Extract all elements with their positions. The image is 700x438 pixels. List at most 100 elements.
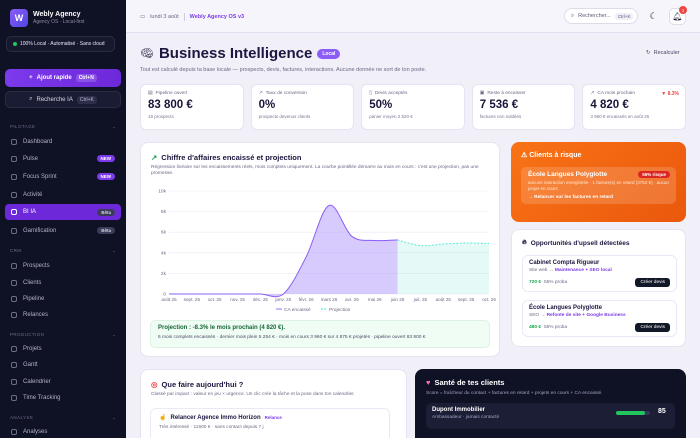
page-header: 🧠︎ Business Intelligence Local Tout est … [140, 45, 426, 73]
kpi-subtext: panier moyen 2 520 € [369, 114, 413, 119]
x-tick-label: avr. 26 [345, 297, 359, 302]
upsell-suggestion: SEO → Refonte de site + Google Business [529, 313, 670, 318]
current-service: SEO → [529, 313, 547, 318]
calendar-icon [11, 378, 17, 385]
x-tick-label: févr. 26 [299, 297, 315, 302]
legend-label: CA encaissé [284, 307, 311, 313]
x-tick-label: déc. 25 [253, 297, 269, 302]
sidebar-item-projets[interactable]: Projets [5, 341, 121, 356]
sidebar-item-calendrier[interactable]: Calendrier [5, 374, 121, 389]
sidebar-item-prospects[interactable]: Prospects [5, 258, 121, 273]
topbar-breadcrumb: ▭ lundi 3 août Webly Agency OS v3 [140, 13, 244, 21]
sidebar-item-label: Pipeline [23, 295, 45, 302]
folder-icon [11, 345, 17, 352]
section-production[interactable]: PRODUCTION ⌄ [10, 332, 116, 338]
sidebar-item-label: Pulse [23, 155, 39, 162]
sidebar-item-label: Gamification [23, 227, 57, 234]
health-client-name: Dupont Immobilier [432, 407, 485, 413]
target-icon [11, 173, 17, 180]
x-tick-label: nov. 25 [230, 297, 245, 302]
x-tick-label: juin 26 [390, 297, 405, 302]
new-badge: NEW [96, 173, 115, 180]
gantt-icon [11, 361, 17, 368]
sidebar-item-clients[interactable]: Clients [5, 275, 121, 290]
kpi-card-next-month: ↗ CA mois prochain ▼ 8.3% 4 820 € 3 960 €… [582, 84, 686, 130]
health-score-fill [616, 411, 645, 415]
ai-search-button[interactable]: ⌕ Recherche IA Ctrl+K [5, 91, 121, 108]
sidebar-item-relances[interactable]: Relances [5, 307, 121, 322]
suggested-service: Maintenance + SEO local [554, 268, 612, 273]
y-tick-label: 4k [161, 250, 167, 256]
analytics-icon [11, 428, 17, 435]
theme-toggle-button[interactable]: ☾ [645, 8, 662, 25]
kpi-card-receivable: ▣ Reste à encaisser 7 536 € factures non … [471, 84, 576, 130]
create-quote-button[interactable]: Créer devis [635, 278, 670, 287]
risk-action-link[interactable]: → Relancer sur les factures en retard [528, 195, 614, 201]
sidebar-item-focus-sprint[interactable]: Focus Sprint NEW [5, 169, 121, 184]
sidebar-item-label: Relances [23, 311, 49, 318]
clock-icon [11, 394, 17, 401]
sidebar-item-dashboard[interactable]: Dashboard [5, 134, 121, 149]
risk-client-item[interactable]: École Langues Polyglotte 55% risque aucu… [521, 167, 676, 205]
x-tick-label: mars 26 [321, 297, 338, 302]
kpi-label: Devis acceptés [374, 91, 408, 96]
create-quote-button[interactable]: Créer devis [635, 323, 670, 332]
kpi-delta: ▼ 8.3% [661, 91, 679, 97]
grid-icon [11, 138, 17, 145]
quick-add-shortcut: Ctrl+N [75, 74, 97, 82]
recalculate-button[interactable]: ↻ Recalculer [646, 50, 680, 56]
section-crm[interactable]: CRM ⌄ [10, 248, 116, 254]
sidebar-item-time-tracking[interactable]: Time Tracking [5, 390, 121, 405]
upsell-title: Opportunités d'upsell détectées [530, 239, 630, 247]
todo-item-tag: Relance [264, 415, 282, 420]
chevron-down-icon: ⌄ [111, 415, 116, 420]
y-tick-label: 8k [161, 209, 167, 215]
sidebar-item-label: BI IA [23, 209, 37, 215]
todo-item-name: Relancer Agence Immo Horizon [170, 414, 261, 421]
todo-item[interactable]: ☝ Relancer Agence Immo Horizon Relance Trè… [150, 408, 390, 438]
series-line-1 [397, 239, 490, 247]
page-description: Tout est calculé depuis ta base locale —… [140, 67, 427, 73]
topbar: ▭ lundi 3 août Webly Agency OS v3 ⌕ Rech… [126, 0, 700, 33]
section-pilotage[interactable]: PILOTAGE ⌄ [10, 124, 116, 130]
fire-icon: 🔥︎ [522, 239, 527, 246]
sidebar-item-activite[interactable]: Activité [5, 187, 121, 202]
heart-icon: ♥ [426, 378, 431, 387]
search-input[interactable]: ⌕ Rechercher... Ctrl+K [564, 8, 638, 24]
notifications-button[interactable]: 🔔︎ 1 [669, 6, 687, 25]
sidebar-item-label: Analyses [23, 428, 48, 435]
brand[interactable]: W Webly Agency Agency OS · Local-first [10, 9, 84, 27]
sidebar-item-analyses[interactable]: Analyses [5, 424, 121, 438]
upsell-item: École Langues Polyglotte SEO → Refonte d… [522, 300, 677, 337]
sidebar-item-pipeline[interactable]: Pipeline [5, 291, 121, 306]
new-badge: NEW [96, 155, 115, 162]
users-icon [11, 279, 17, 286]
trend-up-icon: ↗ [151, 153, 158, 162]
todo-title: Que faire aujourd'hui ? [161, 380, 244, 389]
quick-add-button[interactable]: + Ajout rapide Ctrl+N [5, 69, 121, 87]
x-tick-label: mai 26 [368, 297, 382, 302]
section-analyse[interactable]: ANALYSE ⌄ [10, 415, 116, 421]
kpi-label: Pipeline ouvert [155, 91, 188, 96]
risk-client-name: École Langues Polyglotte [528, 171, 608, 178]
upsell-suggestion: Site web → Maintenance + SEO local [529, 268, 670, 273]
search-shortcut: Ctrl+K [614, 12, 634, 20]
sidebar-item-gamification[interactable]: Gamification Bêta [5, 223, 121, 238]
upsell-client-name: École Langues Polyglotte [529, 305, 603, 311]
health-title: Santé de tes clients [434, 378, 505, 387]
kpi-value: 4 820 € [590, 99, 629, 111]
activity-icon [11, 191, 17, 198]
kpi-card-conversion: ↗ Taux de conversion 0% prospects devenus… [250, 84, 355, 130]
kpi-label: CA mois prochain [597, 91, 635, 96]
hand-icon: ☝ [159, 415, 167, 421]
local-status-pill: 100% Local · Automatisé · Sans cloud [6, 36, 115, 52]
current-service: Site web → [529, 268, 555, 273]
upsell-opportunities-card: 🔥︎ Opportunités d'upsell détectées Cabine… [511, 229, 686, 347]
health-client-row[interactable]: Dupont Immobilier Ambassadeur · jamais c… [426, 403, 675, 429]
sidebar-item-pulse[interactable]: Pulse NEW [5, 151, 121, 166]
trend-icon: ↗ [590, 91, 595, 96]
sidebar-item-bi-ia[interactable]: BI IA Bêta [5, 204, 121, 220]
user-plus-icon [11, 262, 17, 269]
sidebar-item-gantt[interactable]: Gantt [5, 357, 121, 372]
logo-icon: W [10, 9, 28, 27]
